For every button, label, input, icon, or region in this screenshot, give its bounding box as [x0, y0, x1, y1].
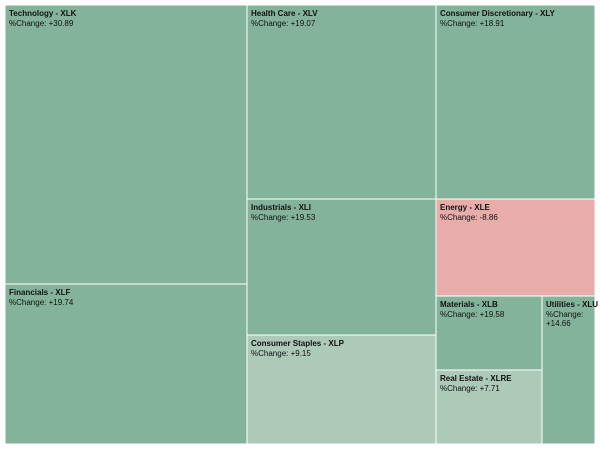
tile-change-xlv: %Change: +19.07	[251, 19, 316, 28]
tile-change-prefix-xlu: %Change:	[546, 310, 583, 319]
tile-rect-xle	[435, 198, 596, 297]
tile-label-xlu: Utilities - XLU	[546, 300, 598, 309]
tile-xlf: Financials - XLF%Change: +19.74	[4, 283, 248, 445]
tile-change-xlb: %Change: +19.58	[440, 310, 505, 319]
tile-rect-xlf	[4, 283, 248, 445]
tile-label-xly: Consumer Discretionary - XLY	[440, 9, 556, 18]
tile-change-xly: %Change: +18.91	[440, 19, 505, 28]
tile-xlk: Technology - XLK%Change: +30.89	[4, 4, 248, 285]
tile-rect-xlv	[246, 4, 437, 200]
tile-change-xlp: %Change: +9.15	[251, 349, 311, 358]
tile-xlv: Health Care - XLV%Change: +19.07	[246, 4, 437, 200]
tile-label-xlf: Financials - XLF	[9, 288, 70, 297]
tile-label-xle: Energy - XLE	[440, 203, 490, 212]
tile-change-xle: %Change: -8.86	[440, 213, 498, 222]
tile-label-xlre: Real Estate - XLRE	[440, 374, 512, 383]
tile-rect-xly	[435, 4, 596, 200]
tile-change-xlre: %Change: +7.71	[440, 384, 500, 393]
tile-change-xli: %Change: +19.53	[251, 213, 316, 222]
tile-label-xlb: Materials - XLB	[440, 300, 498, 309]
tile-label-xli: Industrials - XLI	[251, 203, 311, 212]
tile-rect-xli	[246, 198, 437, 336]
tile-xlb: Materials - XLB%Change: +19.58	[435, 295, 543, 371]
tile-rect-xlre	[435, 369, 543, 445]
tile-label-xlp: Consumer Staples - XLP	[251, 339, 345, 348]
tile-rect-xlb	[435, 295, 543, 371]
tile-rect-xlu	[541, 295, 596, 445]
tile-xlp: Consumer Staples - XLP%Change: +9.15	[246, 334, 437, 445]
tile-xli: Industrials - XLI%Change: +19.53	[246, 198, 437, 336]
tile-label-xlk: Technology - XLK	[9, 9, 77, 18]
tile-xly: Consumer Discretionary - XLY%Change: +18…	[435, 4, 596, 200]
tile-xlre: Real Estate - XLRE%Change: +7.71	[435, 369, 543, 445]
tile-label-xlv: Health Care - XLV	[251, 9, 318, 18]
tile-change-xlf: %Change: +19.74	[9, 298, 74, 307]
tile-xle: Energy - XLE%Change: -8.86	[435, 198, 596, 297]
tile-rect-xlk	[4, 4, 248, 285]
tile-change-xlk: %Change: +30.89	[9, 19, 74, 28]
tile-change-xlu: +14.66	[546, 319, 571, 328]
tile-rect-xlp	[246, 334, 437, 445]
tile-xlu: Utilities - XLU%Change:+14.66	[541, 295, 598, 445]
